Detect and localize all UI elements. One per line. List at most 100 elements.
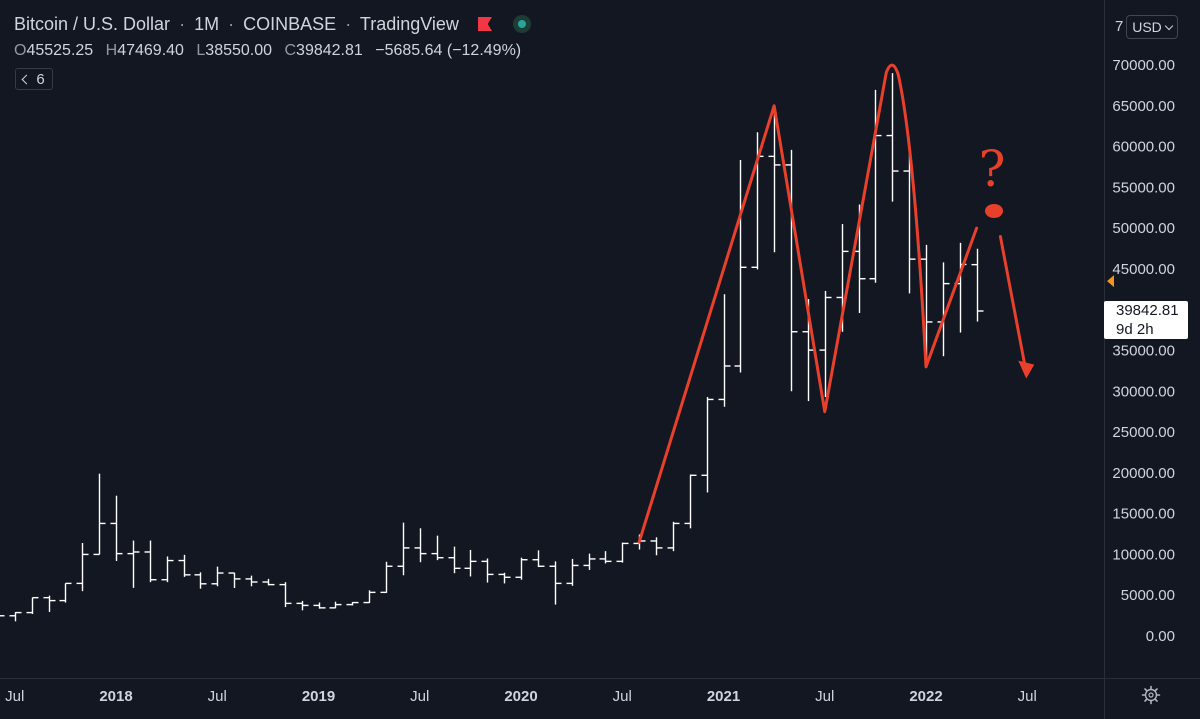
ohlc-bar	[59, 582, 72, 603]
ohlc-bar	[245, 575, 258, 587]
price-marker	[1107, 275, 1114, 288]
close-value: 39842.81	[296, 42, 363, 59]
high-key: H	[105, 42, 118, 59]
separator: ·	[345, 14, 352, 34]
question-mark: ?	[979, 140, 1006, 198]
exchange-label: COINBASE	[243, 14, 337, 34]
x-tick-label: 2020	[504, 688, 537, 705]
ohlc-bar	[515, 557, 528, 580]
ohlc-bar	[549, 561, 562, 605]
ohlc-bar	[498, 572, 511, 584]
x-tick-label: 2019	[302, 688, 335, 705]
ohlc-bar	[414, 528, 427, 563]
ohlc-bar	[329, 601, 342, 609]
ohlc-bar	[346, 601, 359, 606]
y-tick-label: 25000.00	[1112, 424, 1175, 441]
ohlc-bar	[785, 149, 798, 392]
last-price-value: 39842.81	[1116, 302, 1179, 319]
y-axis: 0.00 5000.00 10000.00 15000.00 20000.00 25000…	[1107, 18, 1175, 645]
y-tick-label: 5000.00	[1121, 587, 1175, 604]
ohlc-bar	[667, 521, 680, 552]
y-tick-label: 50000.00	[1112, 220, 1175, 237]
ohlc-bar	[920, 244, 933, 368]
ohlc-bar	[684, 474, 697, 529]
red-flag-icon[interactable]	[477, 17, 492, 31]
bar-countdown: 9d 2h	[1116, 321, 1154, 338]
ohlc-bar	[313, 602, 326, 609]
ohlc-bar	[431, 535, 444, 561]
low-value: 38550.00	[205, 42, 273, 59]
ohlc-bar	[464, 549, 477, 577]
annotation-drawing: ?	[637, 63, 1035, 544]
x-tick-label: 2021	[707, 688, 740, 705]
ohlc-bar	[819, 290, 832, 397]
ohlc-bar	[903, 154, 916, 294]
ohlc-bar	[650, 537, 663, 556]
x-tick-label: Jul	[613, 688, 632, 705]
ohlc-bar	[583, 553, 596, 570]
currency-label: USD	[1132, 19, 1162, 35]
y-tick-label: 55000.00	[1112, 179, 1175, 196]
source-label: TradingView	[359, 14, 459, 34]
y-tick-label: 10000.00	[1112, 546, 1175, 563]
ohlc-bar	[734, 160, 747, 373]
x-tick-label: Jul	[5, 688, 24, 705]
ohlc-bar	[262, 578, 275, 586]
open-key: O	[14, 42, 27, 59]
y-tick-label: 30000.00	[1112, 383, 1175, 400]
x-tick-label: Jul	[208, 688, 227, 705]
chevron-down-icon	[21, 74, 32, 85]
ohlc-bar	[110, 495, 123, 561]
arrow-shaft	[998, 234, 1028, 375]
ohlc-bar	[0, 615, 5, 617]
ohlc-bar	[26, 596, 39, 614]
change-value: −5685.64 (−12.49%)	[375, 42, 522, 59]
ohlc-bar	[296, 600, 309, 611]
y-tick-label: 45000.00	[1112, 261, 1175, 278]
y-tick-label: 35000.00	[1112, 343, 1175, 360]
ohlc-bar	[448, 546, 461, 574]
arrow-head	[1018, 360, 1035, 379]
ohlc-bar	[481, 558, 494, 583]
symbol-name[interactable]: Bitcoin / U.S. Dollar	[14, 14, 171, 34]
x-tick-label: Jul	[815, 688, 834, 705]
x-tick-label: Jul	[410, 688, 429, 705]
ohlc-bar	[701, 396, 714, 493]
last-price-label: 39842.81 9d 2h	[1104, 301, 1188, 339]
ohlc-bar	[144, 540, 157, 583]
ohlc-bars	[0, 73, 984, 622]
ohlc-bar	[363, 590, 376, 604]
ohlc-bar	[566, 558, 579, 586]
low-key: L	[196, 42, 206, 59]
ohlc-bar	[616, 542, 629, 563]
ohlc-bar	[971, 248, 984, 322]
y-tick-label: 0.00	[1146, 628, 1175, 645]
x-axis: Jul 2018 Jul 2019 Jul 2020 Jul 2021 Jul 2022 Jul	[5, 688, 1037, 705]
live-status-icon	[512, 15, 531, 33]
y-tick-label: 70000.00	[1112, 57, 1175, 74]
symbol-header[interactable]: Bitcoin / U.S. Dollar · 1M · COINBASE · …	[14, 14, 531, 35]
y-tick-label: 20000.00	[1112, 465, 1175, 482]
ohlc-bar	[9, 611, 22, 622]
settings-gear-icon[interactable]	[1141, 685, 1161, 705]
y-tick-label: 60000.00	[1112, 139, 1175, 156]
y-tick-label: 65000.00	[1112, 98, 1175, 115]
ohlc-bar	[768, 107, 781, 253]
currency-select[interactable]: USD	[1126, 15, 1178, 39]
annotation-dot	[985, 204, 1003, 218]
ohlc-bar	[751, 132, 764, 270]
ohlc-bar	[194, 572, 207, 589]
interval-label[interactable]: 1M	[194, 14, 220, 34]
ohlc-bar	[380, 561, 393, 594]
indicators-toggle-button[interactable]: 6	[15, 68, 53, 90]
indicators-count: 6	[36, 70, 45, 88]
ohlc-bar	[127, 540, 140, 588]
ohlc-bar	[532, 550, 545, 568]
ohlc-bar	[397, 522, 410, 576]
ohlc-bar	[279, 582, 292, 608]
zigzag-line	[637, 63, 979, 544]
separator: ·	[228, 14, 235, 34]
high-value: 47469.40	[117, 42, 184, 59]
